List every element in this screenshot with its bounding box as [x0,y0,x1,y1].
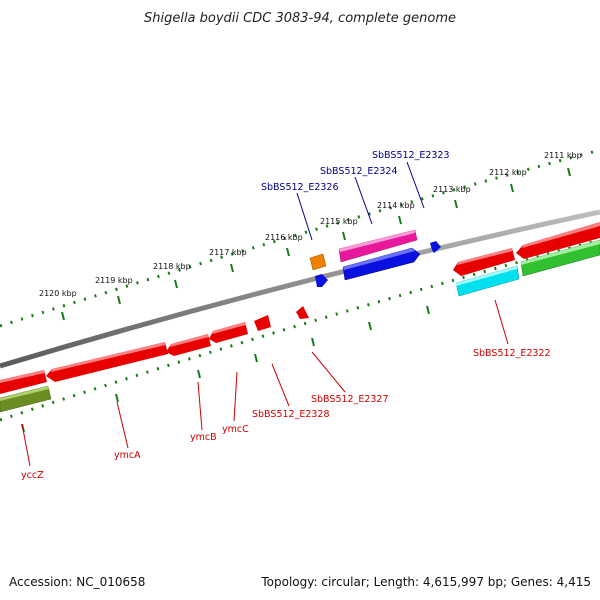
map-title: Shigella boydii CDC 3083-94, complete ge… [144,11,456,26]
label-ymcc[interactable]: ymcC [222,424,249,435]
label-sbbs512-e2326[interactable]: SbBS512_E2326 [261,182,339,193]
gene-ymcb[interactable] [166,334,211,356]
gene-yccz-highlight [0,386,49,401]
label-sbbs512-e2327[interactable]: SbBS512_E2327 [311,394,389,405]
ruler-label-2116: 2116 kbp [265,233,303,242]
ruler-label-2112: 2112 kbp [489,168,527,177]
outer-ruler-major-ticks [61,167,571,321]
gene-ymcc[interactable] [209,322,248,343]
gene-sbbs512-e2328[interactable] [254,315,271,331]
gene-red-right-1[interactable] [453,248,515,276]
label-sbbs512-e2324[interactable]: SbBS512_E2324 [320,166,398,177]
genome-backbone [0,209,600,369]
ruler-label-2119: 2119 kbp [95,276,133,285]
label-yccz[interactable]: yccZ [21,470,44,481]
gene-red-right-1-highlight [457,248,513,265]
gene-ymcb-highlight [170,334,209,347]
ruler-label-2114: 2114 kbp [377,201,415,210]
gene-sbbs512-e2326-highlight [343,248,415,270]
leader-e2328 [271,363,290,407]
inner-ruler-dots [0,238,600,422]
leader-e2324 [354,176,373,225]
label-ymca[interactable]: ymcA [114,450,141,461]
gene-red-right-2-highlight [522,222,600,248]
label-ymcb[interactable]: ymcB [190,432,217,443]
reverse-genes [0,222,600,413]
forward-genes [309,229,441,287]
gene-ymca[interactable] [46,342,168,382]
leader-ymca [116,401,129,449]
label-sbbs512-e2323[interactable]: SbBS512_E2323 [372,150,450,161]
label-sbbs512-e2328[interactable]: SbBS512_E2328 [252,409,330,420]
leader-ymcb [197,381,203,431]
gene-orange-small[interactable] [309,253,327,271]
gene-labels: SbBS512_E2323 SbBS512_E2324 SbBS512_E232… [21,150,551,481]
label-sbbs512-e2322[interactable]: SbBS512_E2322 [473,348,551,359]
gene-blue-small[interactable] [315,274,328,287]
leader-ymcc [233,371,238,422]
gene-red-left-highlight [0,370,45,383]
gene-sbbs512-e2322-highlight [456,266,517,286]
gene-ymcc-highlight [212,322,246,334]
gene-sbbs512-e2324-highlight [339,230,415,252]
gene-sbbs512-e2322[interactable] [455,265,520,297]
gene-ymca-highlight [51,342,166,372]
ruler-label-2111: 2111 kbp [544,151,582,160]
label-leaders [21,161,509,467]
leader-e2327 [311,351,346,393]
gene-red-left[interactable] [0,370,47,394]
leader-e2326 [296,192,313,241]
genome-summary-text: Topology: circular; Length: 4,615,997 bp… [260,575,591,589]
ruler-label-2115: 2115 kbp [320,217,358,226]
gene-sbbs512-e2324[interactable] [338,229,418,263]
outer-ruler: 2111 kbp 2112 kbp 2113 kbp 2114 kbp 2115… [0,148,600,328]
leader-yccz [21,423,31,467]
ruler-label-2118: 2118 kbp [153,262,191,271]
leader-e2323 [406,161,425,209]
gene-sbbs512-e2327[interactable] [296,306,309,319]
ruler-label-2117: 2117 kbp [209,248,247,257]
ruler-label-2120: 2120 kbp [39,289,77,298]
gene-green-right-highlight [521,240,600,265]
outer-ruler-dots [0,148,600,328]
accession-text: Accession: NC_010658 [9,575,145,589]
leader-e2322 [494,299,509,345]
ruler-label-2113: 2113 kbp [433,185,471,194]
gene-sbbs512-e2323[interactable] [430,241,441,253]
